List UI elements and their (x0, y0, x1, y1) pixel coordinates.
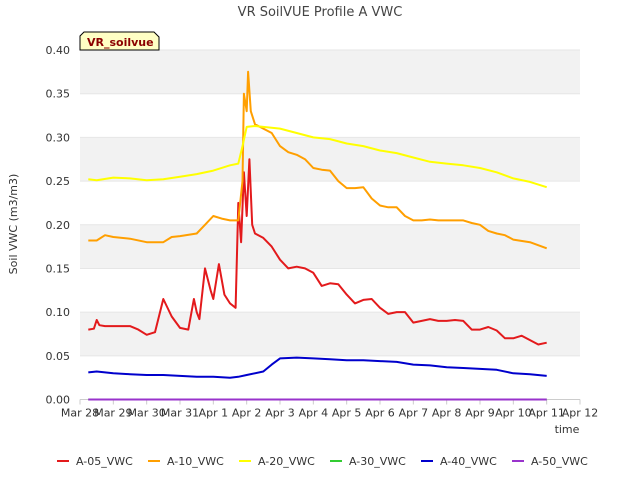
legend-label: A-20_VWC (258, 455, 315, 468)
x-tick-label: Mar 28 (61, 407, 99, 420)
y-tick-label: 0.10 (46, 306, 71, 319)
x-tick-label: Apr 2 (232, 407, 262, 420)
site-label-box: VR_soilvue (79, 31, 160, 51)
x-tick-label: Apr 10 (495, 407, 532, 420)
legend-label: A-30_VWC (349, 455, 406, 468)
grid-band (80, 224, 580, 269)
grid-band (80, 137, 580, 182)
x-tick-label: Mar 29 (94, 407, 132, 420)
y-axis-ticks: 0.00 0.05 0.10 0.15 0.20 0.25 0.30 0.35 0.40 (46, 44, 71, 407)
y-tick-label: 0.35 (46, 88, 71, 101)
grid-band (80, 93, 580, 138)
legend-item-a-10-vwc: A-10_VWC (148, 455, 224, 468)
series-lines (88, 70, 548, 401)
x-tick-label: Apr 5 (332, 407, 362, 420)
legend-item-a-40-vwc: A-40_VWC (421, 455, 497, 468)
legend-label: A-50_VWC (531, 455, 588, 468)
site-label-shape (79, 31, 160, 51)
grid-band (80, 181, 580, 225)
grid-bands (80, 50, 580, 400)
y-tick-label: 0.00 (46, 394, 71, 407)
x-tick-label: Apr 4 (299, 407, 329, 420)
x-tick-label: Apr 8 (432, 407, 462, 420)
series-line-a-05-vwc (88, 158, 547, 346)
y-axis-label: Soil VWC (m3/m3) (7, 174, 20, 275)
series-line-a-20-vwc (88, 125, 548, 189)
grid-lines (80, 49, 580, 357)
x-axis-label: time (555, 423, 580, 436)
y-tick-label: 0.25 (46, 175, 71, 188)
x-tick-label: Mar 30 (128, 407, 166, 420)
grid-band (80, 312, 580, 356)
series-line-a-40-vwc (88, 356, 547, 379)
grid-band (80, 50, 580, 94)
site-label-text: VR_soilvue (87, 36, 154, 49)
legend-label: A-10_VWC (167, 455, 224, 468)
y-tick-label: 0.20 (46, 219, 71, 232)
grid-band (80, 355, 580, 400)
x-tick-label: Mar 31 (161, 407, 199, 420)
y-tick-label: 0.40 (46, 44, 71, 57)
legend-label: A-05_VWC (76, 455, 133, 468)
legend: A-05_VWC A-10_VWC A-20_VWC A-30_VWC A-40_VWC… (57, 455, 588, 468)
legend-item-a-20-vwc: A-20_VWC (239, 455, 315, 468)
chart-title: VR SoilVUE Profile A VWC (238, 5, 403, 20)
x-tick-label: Apr 9 (465, 407, 495, 420)
y-tick-label: 0.05 (46, 350, 71, 363)
series-line-a-10-vwc (88, 70, 548, 250)
x-tick-label: Apr 7 (399, 407, 429, 420)
x-tick-label: Apr 11 (528, 407, 565, 420)
y-tick-label: 0.15 (46, 262, 71, 275)
x-tick-label: Apr 1 (199, 407, 229, 420)
legend-item-a-30-vwc: A-30_VWC (330, 455, 406, 468)
legend-item-a-50-vwc: A-50_VWC (512, 455, 588, 468)
x-tick-label: Apr 12 (562, 407, 599, 420)
legend-item-a-05-vwc: A-05_VWC (57, 455, 133, 468)
x-tick-label: Apr 6 (365, 407, 395, 420)
y-tick-label: 0.30 (46, 131, 71, 144)
x-tick-label: Apr 3 (265, 407, 295, 420)
legend-label: A-40_VWC (440, 455, 497, 468)
grid-band (80, 268, 580, 313)
